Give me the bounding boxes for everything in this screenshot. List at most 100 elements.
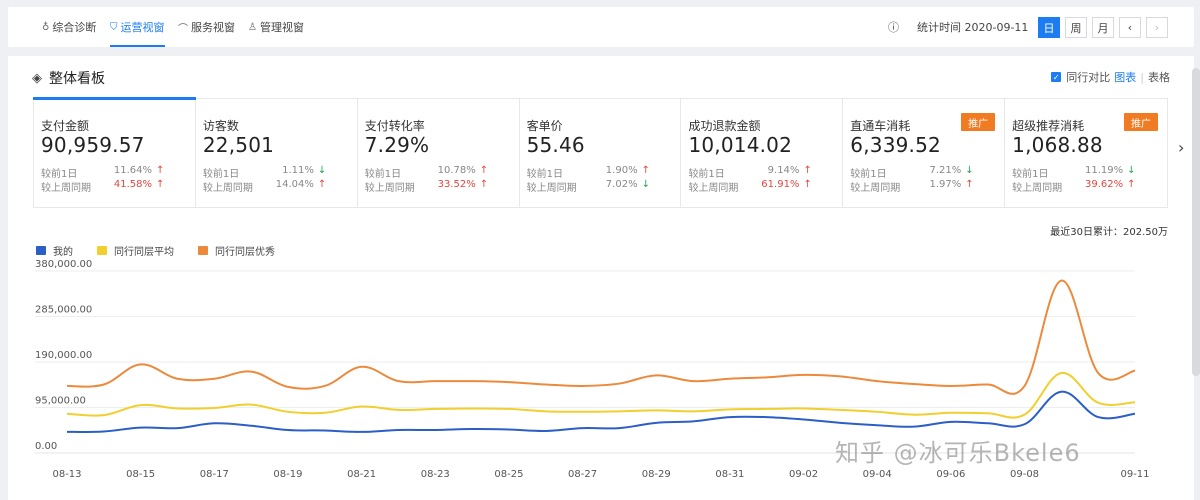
stats-info: ⓘ 统计时间 2020-09-11	[888, 7, 1028, 47]
cumulative-total: 最近30日累计：202.50万	[1050, 227, 1168, 238]
metric-compare-row: 较前1日 11.19%	[1012, 165, 1135, 180]
metric-card[interactable]: 超级推荐消耗 1,068.88 推广较前1日 11.19% ↓ 较上周同期 39.62% ↑	[1005, 99, 1167, 207]
metric-compare-row: 较上周同期 33.52%	[365, 179, 488, 194]
arrow-up-icon: ↑	[479, 165, 489, 176]
arrow-up-icon: ↑	[1127, 179, 1136, 190]
tab-label: 管理视窗	[259, 21, 304, 34]
metric-name: 支付转化率	[364, 119, 425, 133]
info-icon[interactable]: ⓘ	[888, 21, 899, 34]
compare-label: 较前1日	[202, 169, 240, 180]
prev-date-button[interactable]: ‹	[1119, 17, 1141, 38]
x-tick-label: 08-25	[494, 469, 523, 480]
chevron-right-icon[interactable]: ›	[1178, 138, 1185, 157]
chart-legend: 我的 同行同层平均 同行同层优秀	[36, 243, 299, 258]
arrow-down-icon: ↓	[317, 165, 327, 176]
period-week-button[interactable]: 周	[1065, 17, 1087, 38]
legend-label: 同行同层平均	[114, 247, 174, 258]
metric-value: 55.46	[526, 133, 585, 157]
y-tick-label: 285,000.00	[35, 305, 92, 316]
next-date-button[interactable]: ›	[1146, 17, 1168, 38]
legend-item-mine[interactable]: 我的	[36, 243, 73, 258]
y-tick-label: 0.00	[35, 441, 57, 452]
metric-card[interactable]: 成功退款金额 10,014.02 较前1日 9.14% ↑ 较上周同期 61.91% ↑	[681, 99, 844, 207]
compare-percent: 1.11%	[282, 165, 314, 176]
metric-name: 访客数	[202, 119, 239, 133]
y-tick-label: 380,000.00	[35, 259, 92, 270]
period-month-button[interactable]: 月	[1092, 17, 1114, 38]
divider: |	[1140, 70, 1144, 84]
x-tick-label: 08-27	[568, 469, 597, 480]
compare-percent: 11.19%	[1085, 165, 1124, 176]
arrow-down-icon: ↓	[1127, 165, 1136, 176]
compare-percent: 39.62%	[1085, 179, 1124, 190]
metric-value: 6,339.52	[850, 133, 941, 157]
arrow-up-icon: ↑	[965, 179, 974, 190]
metric-card[interactable]: 支付金额 90,959.57 较前1日 11.64% ↑ 较上周同期 41.58% ↑	[33, 97, 196, 207]
x-tick-label: 08-19	[273, 469, 302, 480]
metric-compare-row: 较上周同期 7.02%	[527, 179, 650, 194]
y-tick-label: 95,000.00	[35, 396, 86, 407]
overview-panel: ◈ 整体看板 ✓ 同行对比 图表 | 表格 支付金额 90,959.57 较前1日 1…	[8, 56, 1194, 500]
metric-compare-row: 较上周同期 1.97%	[850, 179, 973, 194]
metric-compare-row: 较上周同期 39.62%	[1012, 179, 1135, 194]
compare-label: 较上周同期	[202, 183, 253, 194]
panel-title: 整体看板	[49, 71, 105, 87]
compare-checkbox[interactable]: ✓	[1051, 72, 1062, 82]
x-tick-label: 09-06	[936, 469, 965, 480]
scrollbar[interactable]	[1192, 68, 1200, 376]
metric-card[interactable]: 支付转化率 7.29% 较前1日 10.78% ↑ 较上周同期 33.52% ↑	[358, 99, 520, 207]
metric-card[interactable]: 访客数 22,501 较前1日 1.11% ↓ 较上周同期 14.04% ↑	[196, 99, 358, 207]
compare-label: 较上周同期	[1012, 183, 1063, 194]
x-tick-label: 09-11	[1120, 469, 1149, 480]
compare-label: 较前1日	[850, 169, 887, 180]
metric-card[interactable]: 客单价 55.46 较前1日 1.90% ↑ 较上周同期 7.02% ↓	[520, 99, 682, 207]
compare-percent: 7.02%	[605, 179, 638, 190]
arrow-up-icon: ↑	[641, 165, 650, 176]
metric-value: 90,959.57	[41, 133, 145, 157]
metric-value: 22,501	[202, 133, 275, 157]
metric-card[interactable]: 直通车消耗 6,339.52 推广 较前1日 7.21% ↓ 较上周同期 1.97% ↑	[843, 99, 1006, 207]
tab-diagnosis[interactable]: ♁ 综合诊断	[42, 7, 96, 47]
compare-label: 较前1日	[364, 169, 402, 180]
view-chart-link[interactable]: 图表	[1114, 71, 1137, 84]
arrow-down-icon: ↓	[965, 165, 974, 176]
compare-label: 较前1日	[1012, 169, 1049, 180]
legend-item-excellent[interactable]: 同行同层优秀	[198, 243, 275, 258]
legend-swatch	[97, 246, 107, 255]
series-line	[66, 372, 1136, 419]
arrow-up-icon: ↑	[317, 179, 327, 190]
watermark-text: 知乎 @冰可乐Bkele6	[835, 439, 1081, 467]
legend-item-average[interactable]: 同行同层平均	[97, 243, 174, 258]
tab-operations[interactable]: ⛉ 运营视窗	[110, 7, 165, 47]
tab-management[interactable]: ♙ 管理视窗	[248, 7, 304, 47]
compare-label: 较上周同期	[850, 183, 901, 194]
metric-compare-row: 较上周同期 61.91%	[688, 179, 811, 194]
x-tick-label: 09-04	[863, 469, 892, 480]
metric-name: 直通车消耗	[850, 119, 911, 133]
promo-tag[interactable]: 推广	[961, 113, 996, 131]
compare-percent: 14.04%	[275, 179, 314, 190]
x-tick-label: 08-31	[715, 469, 744, 480]
x-tick-label: 08-21	[347, 469, 376, 480]
metric-compare-row: 较前1日 1.90%	[527, 165, 650, 180]
metric-value: 1,068.88	[1012, 133, 1103, 157]
x-tick-label: 08-13	[52, 469, 81, 480]
location-icon: ♁	[42, 21, 50, 33]
metric-compare-row: 较前1日 10.78%	[365, 165, 488, 180]
compare-label: 较上周同期	[364, 183, 415, 194]
x-tick-label: 08-29	[642, 469, 671, 480]
top-nav-bar: ♁ 综合诊断 ⛉ 运营视窗 ⌒ 服务视窗 ♙ 管理视窗 ⓘ 统计时间 2020-…	[8, 7, 1194, 47]
x-tick-label: 09-02	[789, 469, 818, 480]
period-day-button[interactable]: 日	[1038, 17, 1060, 38]
promo-tag[interactable]: 推广	[1124, 113, 1159, 131]
tab-label: 运营视窗	[120, 21, 165, 34]
metric-compare-row: 较前1日 1.11%	[203, 165, 326, 180]
medal-icon: ♙	[248, 21, 257, 33]
metric-compare-row: 较上周同期 41.58%	[41, 179, 164, 194]
view-table-link[interactable]: 表格	[1148, 71, 1170, 84]
tab-service[interactable]: ⌒ 服务视窗	[178, 7, 235, 47]
metric-name: 成功退款金额	[688, 119, 761, 133]
metric-name: 超级推荐消耗	[1012, 119, 1085, 133]
shield-icon: ⛉	[110, 21, 118, 33]
